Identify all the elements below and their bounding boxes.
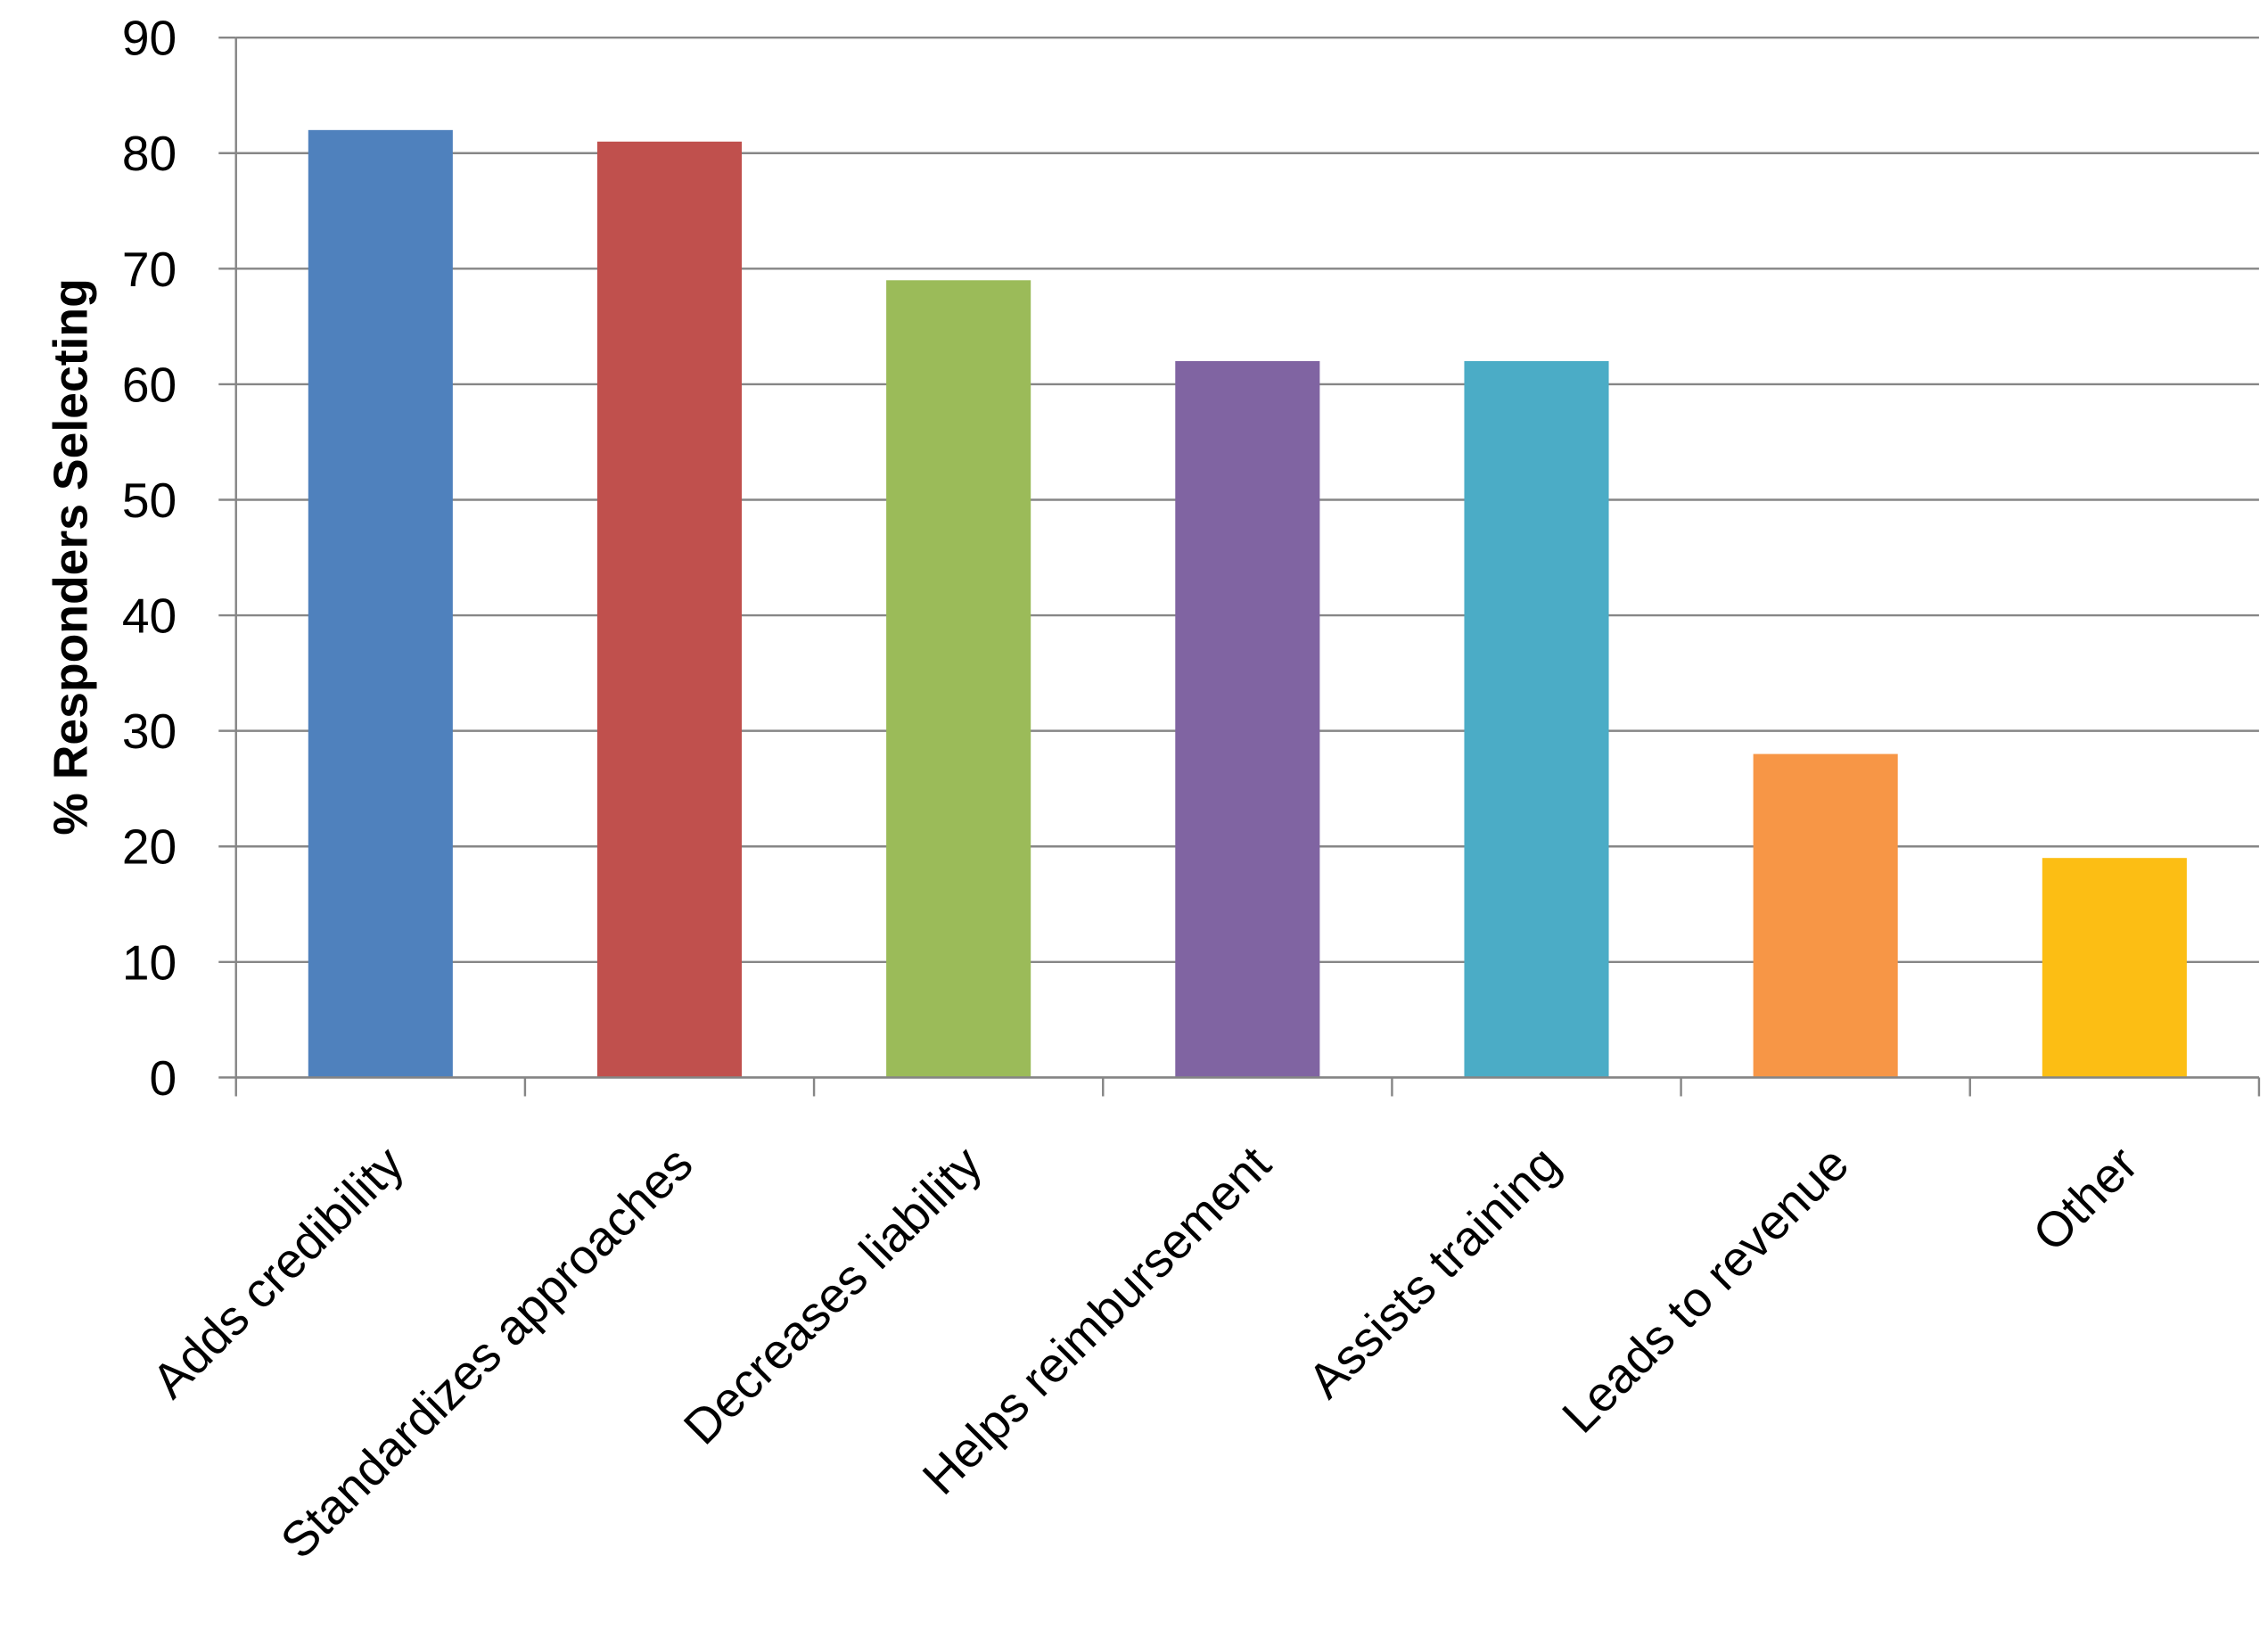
y-tick-label: 40 xyxy=(122,589,177,644)
bar xyxy=(308,129,453,1078)
bar xyxy=(1464,360,1609,1078)
bar xyxy=(596,141,743,1078)
x-tick-label: Assists training xyxy=(1297,1136,1570,1409)
y-axis-label: % Responders Selecting xyxy=(45,278,98,836)
y-tick-label: 30 xyxy=(122,704,177,759)
x-tick-label: Decreases liability xyxy=(673,1135,992,1454)
y-tick-label: 80 xyxy=(122,126,177,181)
bar xyxy=(1175,360,1320,1078)
bar xyxy=(2042,858,2187,1078)
y-tick-label: 70 xyxy=(122,242,177,297)
x-tick-label: Other xyxy=(2022,1136,2148,1262)
y-tick-label: 20 xyxy=(122,819,177,875)
y-tick-label: 90 xyxy=(122,11,177,66)
x-tick-label: Leads to revenue xyxy=(1551,1136,1859,1444)
y-tick-label: 50 xyxy=(122,473,177,528)
bar xyxy=(886,280,1031,1078)
y-tick-label: 60 xyxy=(122,357,177,412)
y-tick-label: 0 xyxy=(150,1050,177,1106)
x-tick-label: Adds credibility xyxy=(142,1135,415,1408)
bar xyxy=(1753,753,1898,1078)
y-tick-label: 10 xyxy=(122,934,177,990)
